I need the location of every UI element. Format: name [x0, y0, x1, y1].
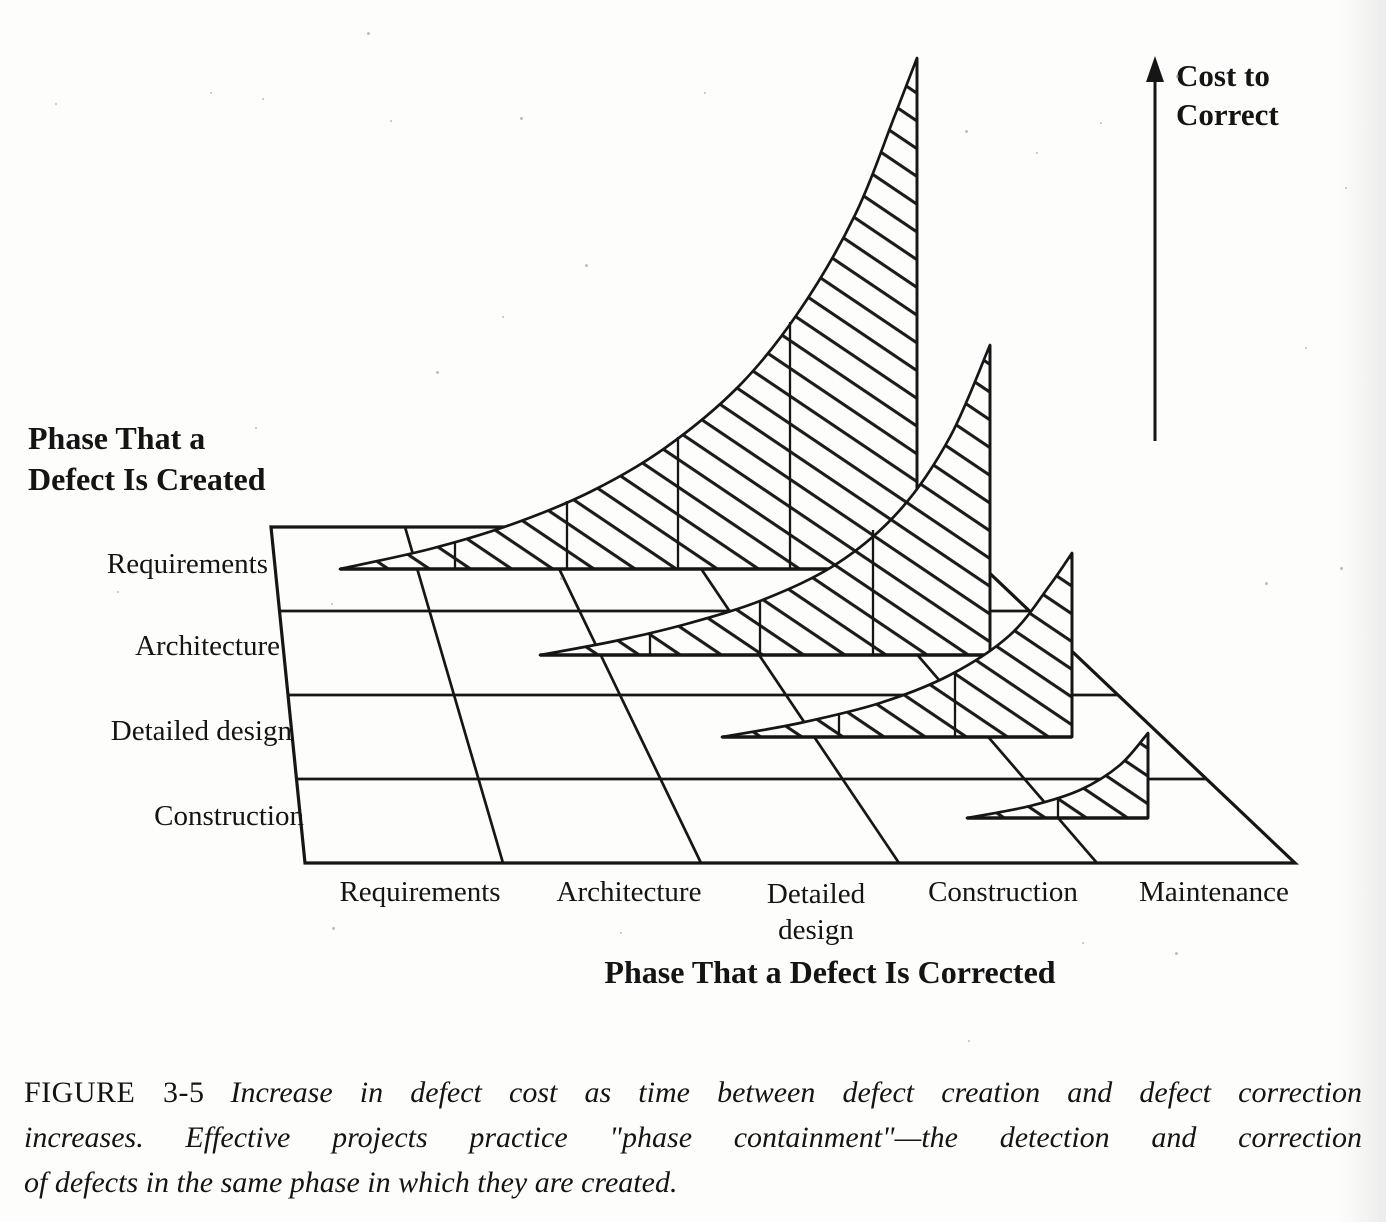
- scan-speck: [367, 32, 370, 35]
- scan-speck: [704, 92, 706, 94]
- scan-speck: [502, 316, 504, 318]
- scan-speck: [1036, 152, 1038, 154]
- scan-speck: [55, 103, 57, 105]
- scan-speck: [210, 92, 212, 94]
- scan-speck: [436, 371, 439, 374]
- scan-speck: [1305, 347, 1307, 349]
- created-axis-title: Phase That a Defect Is Created: [28, 420, 266, 497]
- created-axis-label-requirements: Requirements: [106, 548, 268, 580]
- scan-speck: [620, 932, 622, 934]
- y-axis-label-line1: Cost to: [1176, 58, 1270, 93]
- corrected-axis-title: Phase That a Defect Is Corrected: [604, 954, 1056, 990]
- caption-line-3: of defects in the same phase in which th…: [24, 1160, 1362, 1205]
- y-axis-label: Cost to Correct: [1176, 56, 1279, 134]
- scan-speck: [117, 591, 119, 593]
- caption-text-1: Increase in defect cost as time between …: [230, 1076, 1362, 1109]
- scan-speck: [560, 577, 563, 580]
- scan-speck: [1340, 567, 1343, 570]
- cost-curve-2: [720, 551, 1074, 739]
- scan-speck: [1175, 952, 1178, 955]
- scan-speck: [520, 117, 523, 120]
- created-axis-label-construction: Construction: [154, 800, 304, 832]
- corrected-axis-label-maintenance: Maintenance: [1139, 876, 1289, 908]
- y-axis-label-line2: Correct: [1176, 97, 1279, 132]
- scan-speck: [1265, 582, 1268, 585]
- figure-number: FIGURE 3-5: [24, 1076, 205, 1109]
- scan-speck: [1100, 122, 1102, 124]
- scan-speck: [255, 427, 257, 429]
- scan-speck: [585, 264, 588, 267]
- scan-speck: [390, 120, 392, 122]
- scan-speck: [1345, 187, 1347, 189]
- corrected-axis-label-construction: Construction: [928, 876, 1078, 908]
- cost-curve-3: [965, 731, 1150, 820]
- corrected-axis-label-architecture: Architecture: [556, 876, 702, 908]
- scan-speck: [262, 98, 264, 100]
- cost-curve-1: [538, 343, 992, 657]
- scan-speck: [331, 603, 333, 605]
- caption-text-3: of defects in the same phase in which th…: [24, 1166, 678, 1199]
- corrected-axis-label-requirements: Requirements: [339, 876, 501, 908]
- created-axis-label-detailed-design: Detailed design: [110, 715, 292, 747]
- caption-line-2: increases. Effective projects practice "…: [24, 1115, 1362, 1160]
- corrected-axis-label-detailed-design: Detailed design: [766, 878, 866, 946]
- figure-caption: FIGURE 3-5 Increase in defect cost as tim…: [24, 1070, 1362, 1205]
- caption-line-1: FIGURE 3-5 Increase in defect cost as tim…: [24, 1070, 1362, 1115]
- scan-speck: [1176, 75, 1179, 78]
- cost-curves: [338, 56, 1150, 820]
- caption-text-2: increases. Effective projects practice "…: [24, 1121, 1362, 1154]
- scan-speck: [1082, 942, 1084, 944]
- cost-axis-arrow: [1146, 56, 1164, 441]
- scan-speck: [170, 562, 172, 564]
- scan-speck: [968, 1040, 970, 1042]
- grid-plane: [269, 525, 1300, 865]
- cost-curve-0: [338, 56, 919, 571]
- created-axis-label-architecture: Architecture: [135, 630, 280, 662]
- scan-speck: [965, 130, 968, 133]
- scan-speck: [332, 927, 335, 930]
